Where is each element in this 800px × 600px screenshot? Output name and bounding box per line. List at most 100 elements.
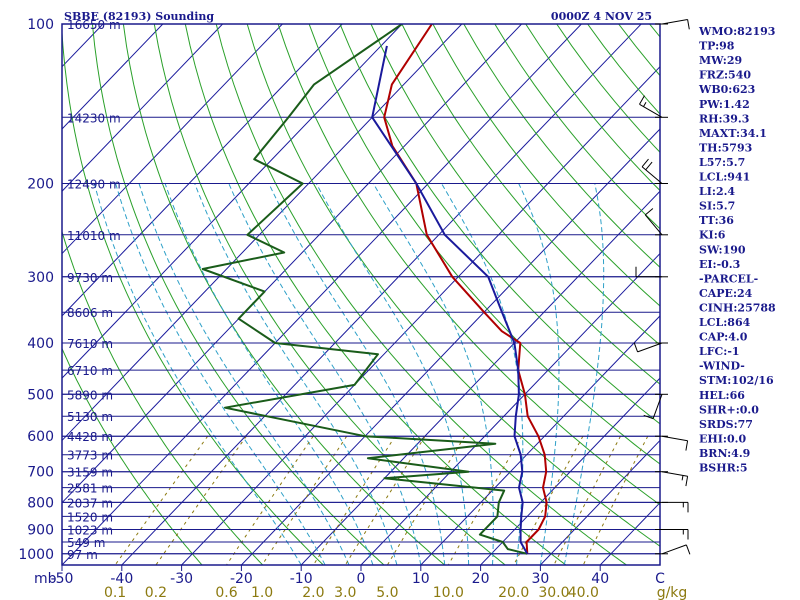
dry-adiabat-line <box>556 24 660 154</box>
temperature-tick-label: -20 <box>230 571 253 587</box>
dry-adiabat-line <box>62 230 264 565</box>
sounding-index: SW:190 <box>699 243 746 256</box>
mixing-ratio-line <box>513 435 584 565</box>
wind-barb <box>655 19 690 30</box>
sounding-index: L57:5.7 <box>699 156 745 169</box>
height-label: 7610 m <box>67 337 113 351</box>
wind-barb-staff <box>637 342 663 353</box>
isotherm-line <box>62 24 582 565</box>
mixing-ratio-unit-label: g/kg <box>657 585 688 600</box>
temperature-tick-label: -50 <box>51 571 74 587</box>
height-label: 5890 m <box>67 388 113 402</box>
dry-adiabat-line <box>153 24 506 565</box>
pressure-tick-label: 800 <box>27 495 54 511</box>
plot-frame <box>61 23 661 566</box>
dry-adiabat-line <box>184 24 567 565</box>
pressure-tick-label: 400 <box>27 336 54 352</box>
pressure-tick-label: 300 <box>27 270 54 286</box>
wind-barb-staff <box>661 19 688 25</box>
wind-barb-flag <box>641 158 649 168</box>
chart-title-left: SBBE (82193) Sounding <box>64 10 214 23</box>
mixing-ratio-label: 30.0 <box>538 585 569 600</box>
wind-barb-staff <box>661 435 688 442</box>
sounding-index: WMO:82193 <box>698 25 775 38</box>
isotherm-line <box>420 315 660 565</box>
isotherm-line <box>62 24 164 130</box>
wind-barb-flag <box>639 95 645 105</box>
mixing-ratio-line <box>226 435 314 565</box>
wind-barb-flag <box>645 161 653 171</box>
height-label: 2581 m <box>67 482 113 496</box>
wind-barb-staff <box>661 471 688 477</box>
moist-adiabat-line <box>315 183 470 565</box>
sounding-index: CINH:25788 <box>699 301 776 314</box>
height-label: 5130 m <box>67 410 113 424</box>
dry-adiabat-line <box>432 24 660 307</box>
height-label: 2037 m <box>67 496 113 510</box>
mixing-ratio-label: 5.0 <box>376 585 398 600</box>
dry-adiabat-line <box>122 24 445 565</box>
wind-barb <box>633 342 668 353</box>
height-label: 1520 m <box>67 510 113 524</box>
sounding-index: LFC:-1 <box>699 345 740 358</box>
height-label: 14230 m <box>67 111 121 125</box>
sounding-profiles <box>201 24 548 555</box>
moist-adiabat-line <box>563 183 605 565</box>
wind-barb <box>643 393 668 420</box>
sounding-index: SRDS:77 <box>699 418 753 431</box>
temperature-tick-label: 20 <box>472 571 490 587</box>
dry-adiabat-line <box>463 24 660 269</box>
moist-adiabat-line <box>138 183 350 565</box>
sounding-index: PW:1.42 <box>699 98 750 111</box>
pressure-tick-label: 900 <box>27 523 54 539</box>
wind-barb-flag <box>644 208 654 216</box>
pressure-tick-label: 700 <box>27 465 54 481</box>
sounding-index: BRN:4.9 <box>699 447 750 460</box>
dry-adiabat-line <box>587 24 660 115</box>
isotherm-line <box>360 252 660 565</box>
moist-adiabat-line <box>372 183 494 565</box>
wind-barb <box>655 435 689 451</box>
dry-adiabat-line <box>401 24 660 346</box>
sounding-index: SHR+:0.0 <box>699 403 759 416</box>
temperature-unit-label: C <box>655 571 665 587</box>
mixing-ratio-line <box>261 435 348 565</box>
sounding-index: MW:29 <box>699 54 742 67</box>
mixing-ratio-line <box>114 435 209 565</box>
sounding-index: SI:5.7 <box>699 200 735 213</box>
parcel-profile-line <box>371 45 529 555</box>
wind-barb <box>635 266 668 278</box>
dry-adiabat-line <box>370 24 660 385</box>
height-label: 11010 m <box>67 229 121 243</box>
wind-barb <box>655 471 689 487</box>
sounding-index: CAP:4.0 <box>699 331 748 344</box>
height-label: 3773 m <box>67 449 113 463</box>
wind-barb-staff <box>644 214 663 236</box>
wind-barb-half-flag <box>643 102 647 107</box>
mixing-ratio-label: 10.0 <box>433 585 464 600</box>
moist-adiabat-line <box>228 183 422 565</box>
wind-barb-flag <box>685 476 689 487</box>
moist-adiabat-line <box>93 183 302 565</box>
background-lines <box>0 24 660 565</box>
moist-adiabat-line <box>268 183 446 565</box>
wind-barb-flag <box>687 19 690 30</box>
moist-adiabat-line <box>115 183 326 565</box>
pressure-tick-label: 1000 <box>18 547 54 563</box>
mixing-ratio-line <box>582 435 649 565</box>
wind-barb-staff <box>641 166 663 184</box>
sounding-index: -WIND- <box>699 360 745 373</box>
height-label: 3159 m <box>67 466 113 480</box>
height-label: 12490 m <box>67 178 121 192</box>
isotherm-line <box>0 24 43 565</box>
dry-adiabat-line <box>525 24 660 192</box>
dry-adiabat-line <box>215 24 627 565</box>
height-label: 6710 m <box>67 364 113 378</box>
temperature-tick-label: -10 <box>290 571 313 587</box>
wind-barb <box>655 544 691 555</box>
sounding-index: BSHR:5 <box>699 462 748 475</box>
sounding-index: KI:6 <box>699 229 726 242</box>
height-label: 97 m <box>67 548 98 562</box>
temperature-tick-label: 10 <box>412 571 430 587</box>
sounding-index: LCL:941 <box>699 171 750 184</box>
